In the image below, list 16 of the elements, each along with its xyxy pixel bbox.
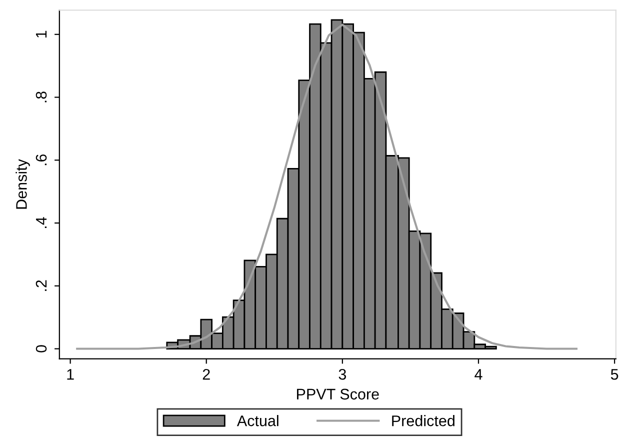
y-axis-title: Density <box>16 159 30 209</box>
y-tick-label: 0 <box>36 345 47 352</box>
y-tick-label: .2 <box>36 280 47 291</box>
y-tick-label: .6 <box>36 154 47 166</box>
x-tick-label: 5 <box>610 369 618 380</box>
x-tick-label: 3 <box>338 368 346 380</box>
y-tick-label: 1 <box>36 30 47 38</box>
legend-label: Predicted <box>392 415 454 426</box>
x-tick-label: 2 <box>202 368 210 380</box>
line-series <box>76 24 578 350</box>
x-tick-label: 1 <box>67 369 74 380</box>
legend-label: Actual <box>236 415 278 426</box>
y-tick-label: .8 <box>36 92 47 102</box>
x-axis-title: PPVT Score <box>297 388 379 400</box>
y-tick-label: .4 <box>36 217 47 228</box>
x-tick-label: 4 <box>474 369 482 380</box>
